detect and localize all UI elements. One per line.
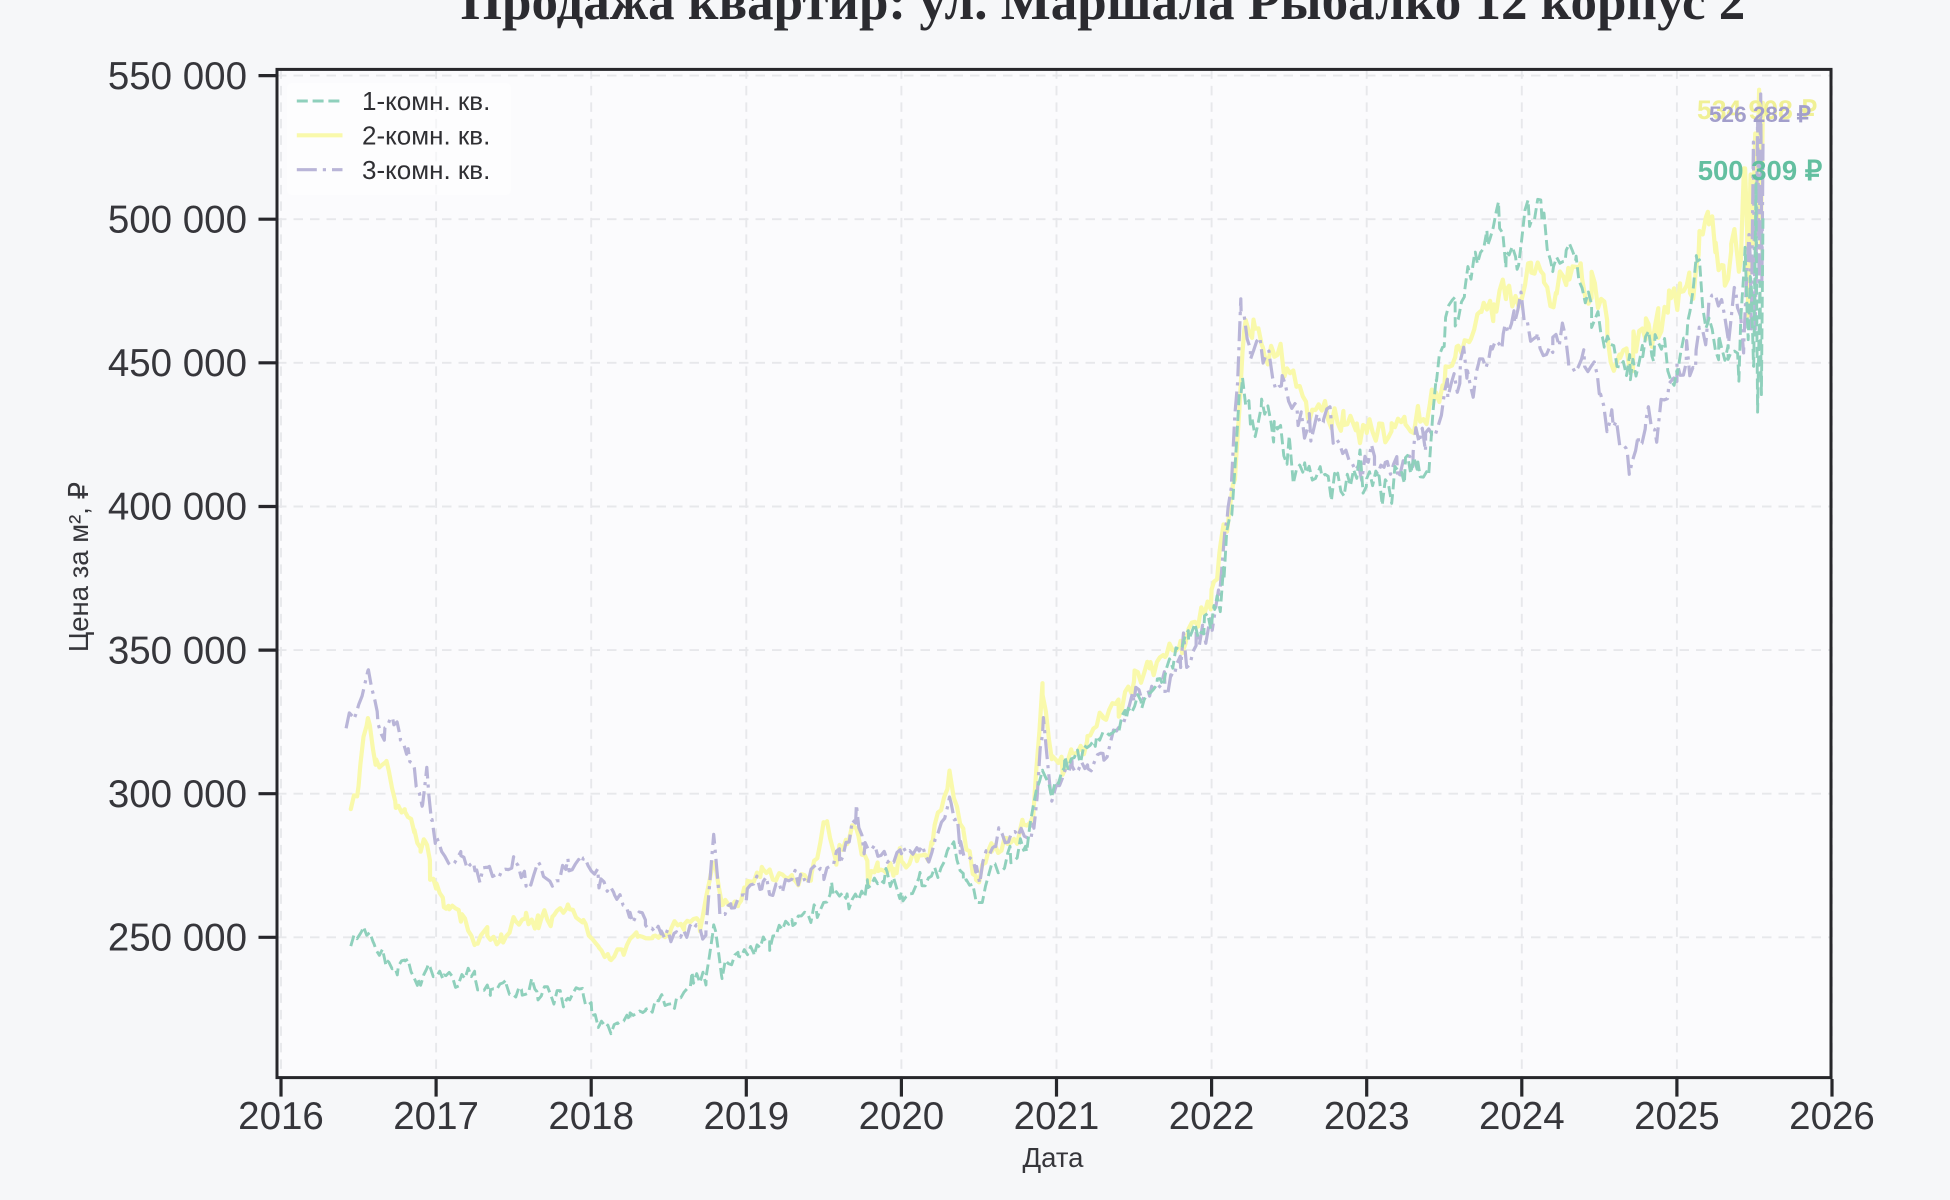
svg-text:450 000: 450 000 [108,342,247,385]
svg-text:Дата: Дата [1023,1142,1085,1173]
svg-text:300 000: 300 000 [108,773,247,816]
svg-text:2016: 2016 [238,1095,324,1138]
svg-text:Продажа квартир: ул. Маршала Р: Продажа квартир: ул. Маршала Рыбалко 12 … [461,0,1745,31]
svg-text:2020: 2020 [859,1095,945,1138]
svg-text:2026: 2026 [1789,1095,1875,1138]
svg-text:2024: 2024 [1479,1095,1565,1138]
svg-text:550 000: 550 000 [108,55,247,98]
svg-text:2022: 2022 [1169,1095,1255,1138]
svg-text:400 000: 400 000 [108,486,247,529]
svg-text:2021: 2021 [1014,1095,1100,1138]
svg-text:500 309 ₽: 500 309 ₽ [1698,155,1823,186]
svg-text:534 908 ₽: 534 908 ₽ [1697,95,1817,125]
svg-text:1-комн. кв.: 1-комн. кв. [362,86,490,116]
svg-text:250 000: 250 000 [108,917,247,960]
svg-text:Цена за м², ₽: Цена за м², ₽ [63,482,94,652]
svg-text:500 000: 500 000 [108,198,247,241]
svg-text:2018: 2018 [548,1095,634,1138]
svg-text:2019: 2019 [703,1095,789,1138]
svg-text:3-комн. кв.: 3-комн. кв. [362,155,490,185]
svg-text:350 000: 350 000 [108,629,247,672]
svg-text:2025: 2025 [1634,1095,1720,1138]
svg-text:526 282 ₽: 526 282 ₽ [1709,102,1812,127]
svg-text:2023: 2023 [1324,1095,1410,1138]
svg-text:2017: 2017 [393,1095,479,1138]
svg-text:2-комн. кв.: 2-комн. кв. [362,121,490,151]
